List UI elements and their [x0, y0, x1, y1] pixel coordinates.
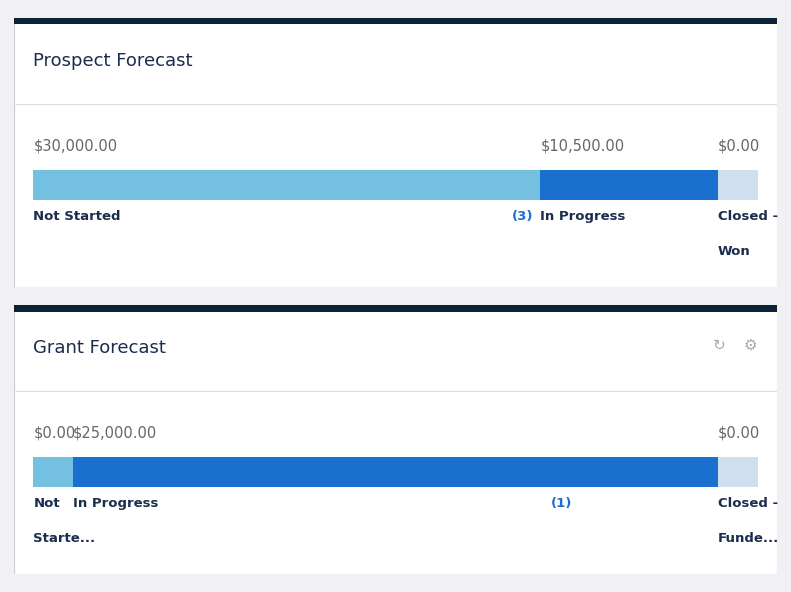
- Bar: [73, 457, 718, 487]
- Text: $10,500.00: $10,500.00: [540, 139, 625, 154]
- Text: In Progress: In Progress: [540, 210, 626, 223]
- FancyBboxPatch shape: [14, 305, 777, 574]
- Text: Closed -: Closed -: [718, 210, 778, 223]
- Text: Prospect Forecast: Prospect Forecast: [33, 52, 193, 70]
- Text: Closed -: Closed -: [718, 497, 778, 510]
- Bar: [14, 305, 777, 311]
- Text: $0.00: $0.00: [718, 426, 760, 441]
- Text: ↻: ↻: [713, 338, 726, 353]
- Text: ⚙: ⚙: [744, 338, 757, 353]
- Text: (3): (3): [512, 210, 533, 223]
- Text: $30,000.00: $30,000.00: [33, 139, 117, 154]
- Text: Funde...: Funde...: [718, 532, 779, 545]
- Text: (1): (1): [551, 497, 573, 510]
- Text: Not: Not: [33, 497, 60, 510]
- Text: $0.00: $0.00: [33, 426, 76, 441]
- Bar: [718, 457, 758, 487]
- Text: Not Started: Not Started: [33, 210, 121, 223]
- FancyBboxPatch shape: [14, 18, 777, 287]
- Bar: [718, 170, 758, 200]
- Text: Won: Won: [718, 245, 751, 258]
- Text: Starte...: Starte...: [33, 532, 96, 545]
- Text: $25,000.00: $25,000.00: [73, 426, 157, 441]
- Bar: [14, 18, 777, 24]
- Bar: [33, 170, 540, 200]
- Text: Grant Forecast: Grant Forecast: [33, 339, 166, 357]
- Bar: [33, 457, 73, 487]
- Text: In Progress: In Progress: [73, 497, 158, 510]
- Bar: [540, 170, 718, 200]
- Text: $0.00: $0.00: [718, 139, 760, 154]
